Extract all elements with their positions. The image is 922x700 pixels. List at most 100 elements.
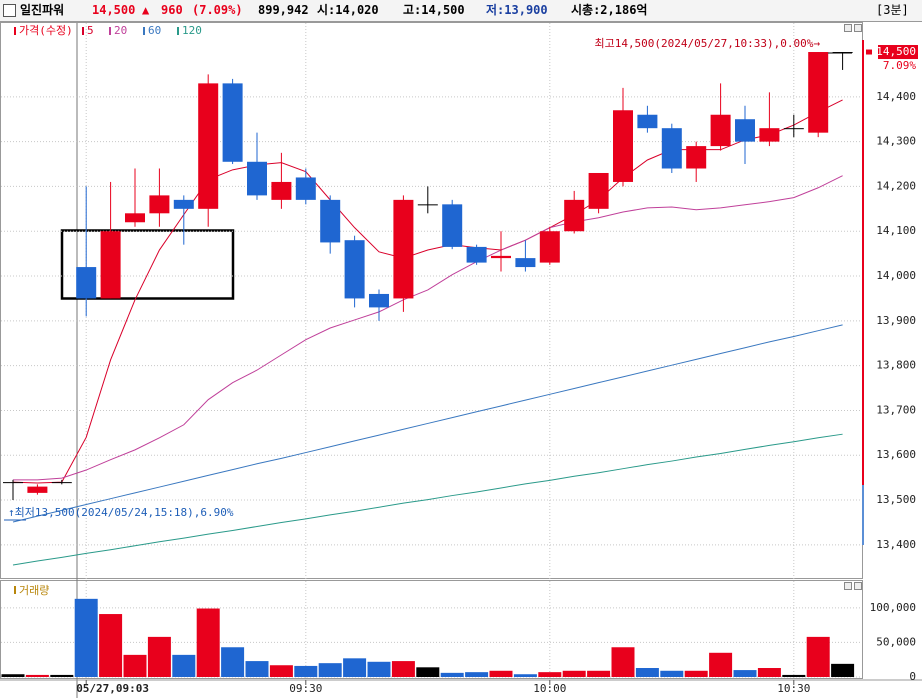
candle-body xyxy=(735,119,755,142)
high-annotation: 최고14,500(2024/05/27,10:33),0.00%→ xyxy=(594,37,820,50)
y-tick-label: 14,300 xyxy=(876,135,916,148)
volume-bar xyxy=(50,674,74,677)
change: 960 xyxy=(161,3,183,17)
volume-bar xyxy=(416,667,440,677)
candle-body xyxy=(442,204,463,247)
y-tick-label: 0 xyxy=(909,670,916,683)
candle-body xyxy=(198,83,219,209)
candle-body xyxy=(100,231,121,299)
candle-body xyxy=(344,240,365,299)
volume-bar xyxy=(147,636,171,677)
chart: 13,400 13,500 13,600 13,700 13,800 13,900 14,0… xyxy=(0,22,922,698)
pane-button[interactable] xyxy=(844,24,852,32)
volume-bar xyxy=(831,663,855,677)
candle-body xyxy=(173,199,194,209)
x-tick-label: 05/27,09:03 xyxy=(76,682,149,695)
legend-entry: 20 xyxy=(114,24,127,37)
legend-entry: 가격(수정) xyxy=(19,24,73,37)
legend-entry: 5 xyxy=(87,24,94,37)
volume-bar xyxy=(221,647,245,677)
volume-bar xyxy=(367,661,391,677)
volume-bar xyxy=(269,665,293,677)
open: 시:14,020 xyxy=(317,3,379,17)
candle-body xyxy=(369,293,389,308)
candle-body xyxy=(613,110,633,182)
volume-bar xyxy=(440,672,464,677)
y-tick-label: 13,500 xyxy=(876,493,916,506)
volume-bar xyxy=(74,598,98,677)
y-tick-label: 13,700 xyxy=(876,403,916,416)
x-tick-label: 10:30 xyxy=(777,682,810,695)
volume-bar xyxy=(99,614,123,677)
volume-bar xyxy=(782,674,806,677)
volume: 899,942 xyxy=(258,3,309,17)
volume-bar xyxy=(294,665,318,677)
legend-swatch xyxy=(14,586,16,594)
pane-button[interactable] xyxy=(854,24,862,32)
legend-swatch xyxy=(14,27,16,35)
y-tick-label: 13,600 xyxy=(876,448,916,461)
candle-body xyxy=(222,83,243,162)
current-change-label: 7.09% xyxy=(883,59,916,72)
candle-body xyxy=(125,213,145,223)
y-tick-label: 100,000 xyxy=(870,601,916,614)
volume-bar xyxy=(196,608,220,677)
volume-bar xyxy=(709,652,733,677)
candle-body xyxy=(76,267,97,299)
volume-bar xyxy=(391,661,415,677)
market-cap: 시총:2,186억 xyxy=(571,3,648,17)
legend-swatch xyxy=(143,27,145,35)
candle-body xyxy=(564,199,585,232)
x-tick-label: 10:00 xyxy=(533,682,566,695)
volume-bar xyxy=(465,672,489,677)
interval[interactable]: [3분] xyxy=(876,3,909,17)
volume-bar xyxy=(172,654,196,677)
legend-swatch xyxy=(109,27,111,35)
candle-body xyxy=(51,482,72,484)
y-tick-label: 14,100 xyxy=(876,224,916,237)
candle-body xyxy=(295,177,316,200)
y-tick-label: 13,800 xyxy=(876,359,916,372)
high: 고:14,500 xyxy=(403,3,465,17)
y-tick-label: 13,400 xyxy=(876,538,916,551)
volume-bar xyxy=(611,647,635,677)
volume-bar xyxy=(538,672,562,677)
ma-line xyxy=(13,175,843,481)
candle-body xyxy=(27,486,48,493)
candle-body xyxy=(320,199,341,243)
volume-bar xyxy=(733,670,757,677)
x-tick-label: 09:30 xyxy=(289,682,322,695)
legend-entry: 60 xyxy=(148,24,161,37)
y-tick-label: 50,000 xyxy=(876,635,916,648)
volume-bar xyxy=(245,661,269,677)
candle-body xyxy=(710,114,731,147)
volume-bar xyxy=(25,674,49,677)
current-price-box xyxy=(878,45,918,60)
volume-bar xyxy=(489,670,513,677)
volume-bar xyxy=(513,674,537,677)
y-tick-label: 14,000 xyxy=(876,269,916,282)
volume-bar xyxy=(635,668,659,677)
candle-body xyxy=(515,258,536,268)
checkbox[interactable] xyxy=(3,4,16,17)
volume-bar xyxy=(562,670,586,677)
price: 14,500 xyxy=(92,3,136,17)
pane-button[interactable] xyxy=(844,582,852,590)
volume-bar xyxy=(587,670,611,677)
volume-bar xyxy=(660,670,684,677)
low-annotation: ↑최저13,500(2024/05/24,15:18),6.90% xyxy=(8,506,234,519)
highlight-box xyxy=(60,229,235,300)
volume-bar xyxy=(1,674,25,677)
candle-body xyxy=(637,114,658,129)
volume-bar xyxy=(318,663,342,677)
candle-body xyxy=(588,172,609,209)
price-pane xyxy=(0,22,863,579)
candle-body xyxy=(491,255,511,259)
legend-swatch xyxy=(177,27,179,35)
volume-bar xyxy=(806,636,830,677)
ma-line xyxy=(12,324,843,523)
pane-button[interactable] xyxy=(854,582,862,590)
candle-body xyxy=(3,482,23,484)
candle-body xyxy=(247,161,267,196)
